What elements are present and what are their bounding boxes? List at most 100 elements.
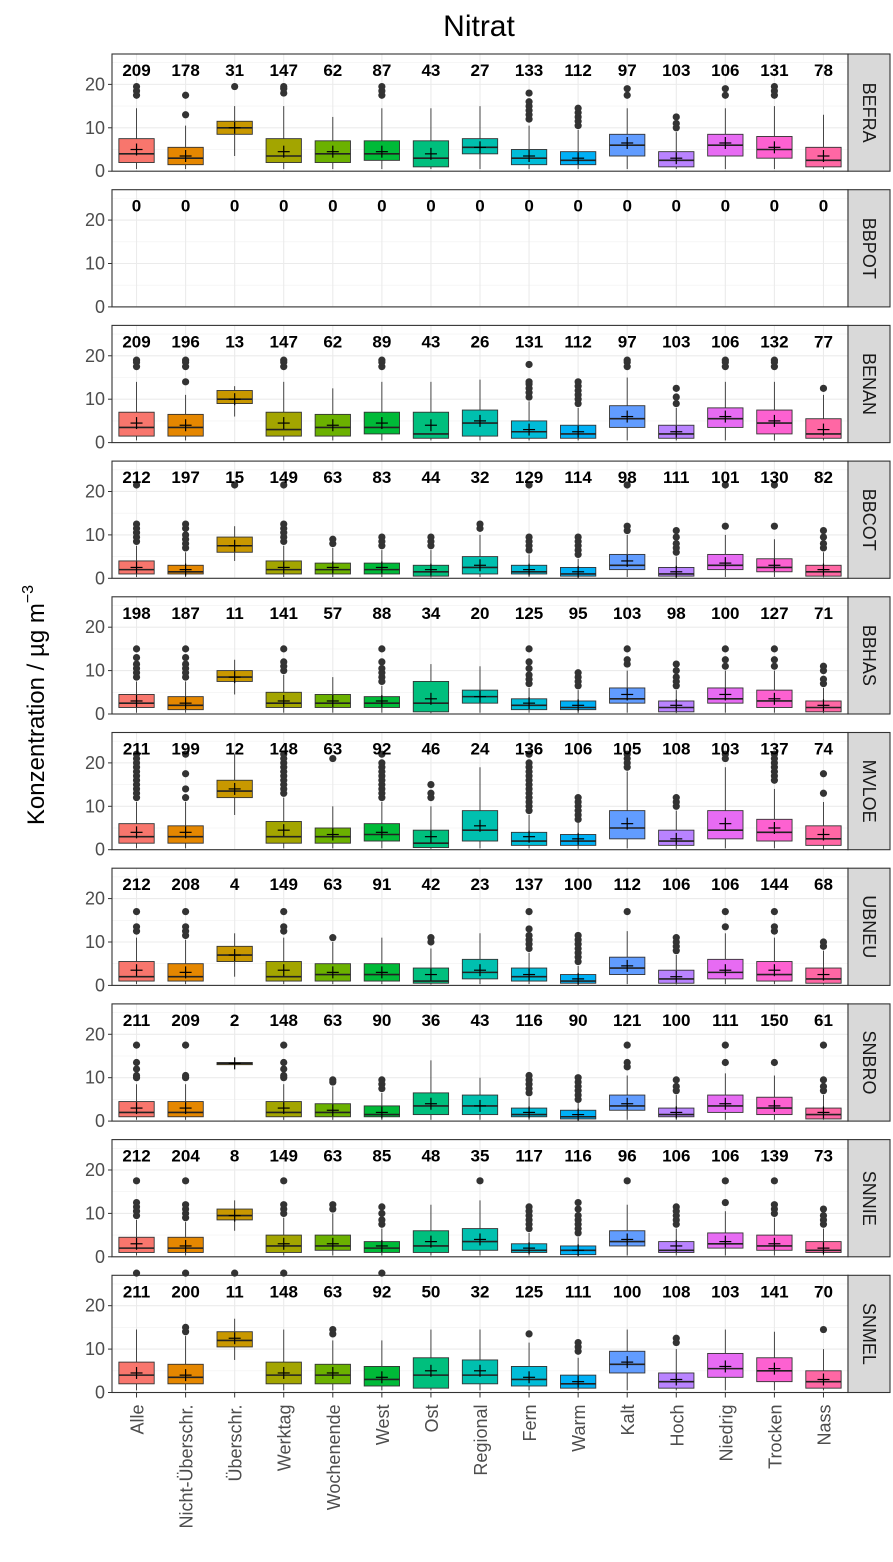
outlier-point: [280, 1065, 288, 1073]
box-warm: [560, 533, 597, 578]
count-label: 0: [770, 197, 779, 216]
box-fern: [510, 750, 548, 849]
box-hoch: [658, 1203, 695, 1256]
outlier-point: [182, 653, 190, 662]
box-alle: [118, 481, 155, 577]
outlier-point: [770, 923, 779, 931]
count-label: 85: [372, 1147, 391, 1166]
outlier-point: [132, 82, 141, 91]
outlier-point: [819, 1325, 828, 1334]
x-tick-label: Nass: [814, 1405, 834, 1446]
box-hoch: [658, 934, 695, 985]
box-werktag: [265, 481, 302, 577]
count-label: 46: [421, 740, 440, 759]
facet-strip: [847, 53, 891, 172]
count-label: 103: [711, 740, 739, 759]
outlier-point: [280, 1201, 288, 1209]
count-label: 98: [618, 468, 637, 487]
facet-strip-label: BBCOT: [859, 489, 879, 551]
box-nass: [805, 384, 842, 441]
count-label: 212: [122, 1147, 150, 1166]
chart-title: Nitrat: [443, 10, 515, 43]
count-label: 112: [564, 332, 591, 351]
box--berschr-: [216, 1057, 253, 1070]
facet-strip: [847, 1003, 891, 1122]
y-tick-label: 10: [85, 1068, 105, 1088]
outlier-point: [182, 1323, 190, 1331]
outlier-point: [525, 98, 533, 106]
y-tick-label: 20: [85, 1160, 105, 1180]
count-label: 144: [760, 875, 789, 894]
outlier-point: [770, 356, 779, 364]
outlier-point: [623, 481, 631, 489]
outlier-point: [819, 1041, 828, 1049]
outlier-point: [525, 378, 533, 386]
outlier-point: [378, 82, 386, 91]
outlier-point: [329, 535, 337, 543]
box-west: [363, 82, 400, 170]
box-niedrig: [707, 356, 744, 441]
x-axis: Alle Nicht-Überschr. Überschr. Werktag Woche…: [128, 1392, 834, 1529]
box-alle: [118, 750, 155, 849]
box-wochenende: [314, 934, 351, 985]
outlier-point: [623, 750, 631, 758]
box-fern: [510, 360, 548, 441]
count-label: 103: [662, 332, 690, 351]
box-nicht-berschr-: [167, 356, 204, 441]
count-label: 83: [372, 468, 391, 487]
count-label: 34: [421, 604, 440, 623]
count-label: 90: [372, 1011, 391, 1030]
count-label: 101: [711, 468, 739, 487]
outlier-point: [623, 1177, 631, 1185]
outlier-point: [819, 1205, 828, 1213]
facet-strip-label: BENAN: [859, 353, 879, 415]
box-wochenende: [314, 116, 351, 170]
outlier-point: [574, 1338, 582, 1347]
outlier-point: [132, 1058, 141, 1067]
box-hoch: [658, 113, 695, 170]
x-tick-label: Werktag: [275, 1405, 295, 1472]
count-label: 57: [323, 604, 342, 623]
outlier-point: [525, 931, 533, 940]
y-axis-label-text: Konzentration / µg m: [23, 603, 50, 825]
box-warm: [560, 1074, 597, 1121]
outlier-point: [574, 378, 582, 386]
outlier-point: [672, 660, 680, 668]
outlier-point: [132, 356, 141, 364]
count-label: 0: [524, 197, 533, 216]
outlier-point: [721, 85, 729, 93]
box-nicht-berschr-: [167, 91, 204, 170]
outlier-point: [525, 664, 533, 673]
box-fern: [510, 908, 548, 985]
count-label: 100: [711, 604, 739, 623]
box-ost: [412, 1204, 450, 1256]
count-label: 63: [323, 1011, 342, 1030]
y-axis-label: Konzentration / µg m−3: [20, 585, 50, 825]
box-wochenende: [314, 754, 351, 849]
box-nass: [805, 938, 842, 985]
box-regional: [461, 666, 499, 713]
count-label: 73: [814, 1147, 833, 1166]
outlier-point: [182, 645, 190, 653]
y-tick-label: 0: [95, 1247, 105, 1267]
count-label: 100: [662, 1011, 690, 1030]
count-label: 31: [225, 61, 244, 80]
x-tick-label: Regional: [471, 1405, 491, 1476]
outlier-point: [231, 82, 239, 91]
box-nicht-berschr-: [167, 1041, 204, 1120]
outlier-point: [525, 658, 533, 666]
count-label: 98: [667, 604, 686, 623]
count-label: 11: [226, 604, 244, 623]
box-nass: [805, 662, 842, 714]
count-label: 63: [323, 875, 342, 894]
box-werktag: [265, 908, 302, 985]
outlier-point: [132, 1065, 141, 1073]
outlier-point: [819, 539, 828, 548]
facet-strip-label: BEFRA: [859, 83, 879, 143]
box-regional: [461, 933, 499, 985]
outlier-point: [819, 938, 828, 946]
outlier-point: [329, 1201, 337, 1209]
y-axis-label-exponent: −3: [20, 585, 37, 603]
count-label: 141: [270, 604, 298, 623]
count-label: 89: [372, 332, 391, 351]
